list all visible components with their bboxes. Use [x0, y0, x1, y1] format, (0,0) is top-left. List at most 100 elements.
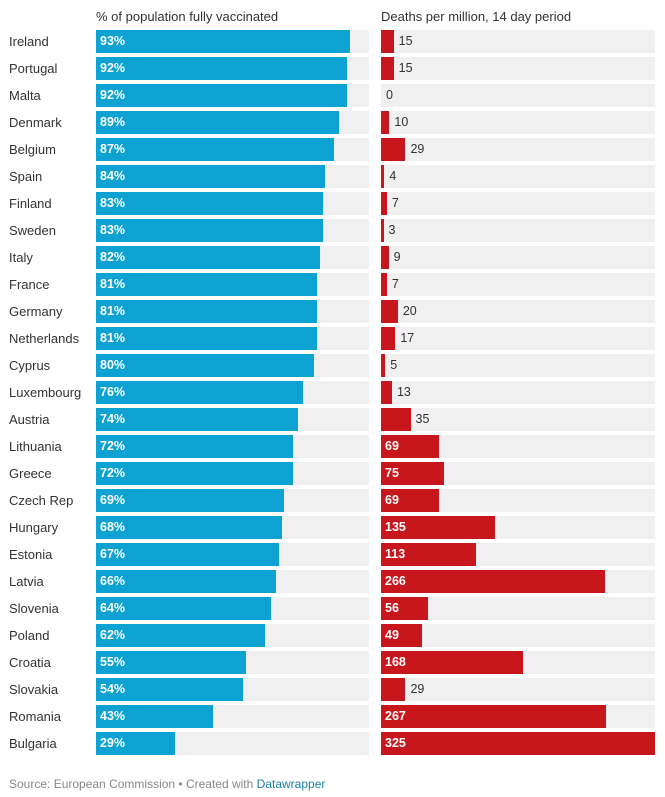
deaths-bar [381, 273, 387, 296]
vaccinated-bar [96, 651, 247, 674]
deaths-track [381, 273, 655, 296]
datawrapper-link[interactable]: Datawrapper [256, 777, 326, 791]
vaccinated-value-label: 74% [100, 412, 126, 426]
vaccinated-bar [96, 327, 318, 350]
country-label: Slovenia [9, 601, 59, 616]
deaths-value-label: 35 [415, 412, 430, 426]
deaths-track [381, 165, 655, 188]
footer: Source: European Commission • Created wi… [9, 777, 325, 791]
deaths-value-label: 69 [385, 439, 399, 453]
vaccinated-value-label: 93% [100, 34, 126, 48]
vaccinated-bar [96, 543, 279, 566]
deaths-track [381, 489, 655, 512]
country-label: Italy [9, 250, 33, 265]
country-label: Slovakia [9, 682, 59, 697]
vaccinated-value-label: 82% [100, 250, 126, 264]
deaths-value-label: 49 [385, 628, 399, 642]
deaths-value-label: 75 [385, 466, 399, 480]
deaths-value-label: 20 [402, 304, 417, 318]
country-label: Czech Rep [9, 493, 74, 508]
deaths-track [381, 624, 655, 647]
deaths-track [381, 57, 655, 80]
vaccinated-value-label: 76% [100, 385, 126, 399]
country-label: Belgium [9, 142, 56, 157]
vaccinated-value-label: 80% [100, 358, 126, 372]
deaths-track [381, 192, 655, 215]
deaths-value-label: 56 [385, 601, 399, 615]
vaccinated-value-label: 67% [100, 547, 126, 561]
country-label: Austria [9, 412, 50, 427]
vaccinated-value-label: 87% [100, 142, 126, 156]
country-label: Netherlands [9, 331, 80, 346]
country-label: Lithuania [9, 439, 62, 454]
vaccinated-value-label: 81% [100, 331, 126, 345]
country-label: Bulgaria [9, 736, 57, 751]
country-label: Romania [9, 709, 62, 724]
deaths-value-label: 0 [386, 88, 393, 102]
country-label: Ireland [9, 34, 49, 49]
vaccinated-bar [96, 381, 304, 404]
vaccinated-value-label: 68% [100, 520, 126, 534]
vaccinated-value-label: 72% [100, 466, 126, 480]
vaccinated-value-label: 64% [100, 601, 126, 615]
deaths-track [381, 84, 655, 107]
vaccinated-value-label: 84% [100, 169, 126, 183]
deaths-track [381, 30, 655, 53]
vaccinated-bar [96, 192, 323, 215]
country-label: Hungary [9, 520, 59, 535]
vaccinated-bar [96, 516, 282, 539]
deaths-value-label: 135 [385, 520, 406, 534]
country-label: Poland [9, 628, 50, 643]
deaths-track [381, 435, 655, 458]
vaccinated-value-label: 81% [100, 304, 126, 318]
deaths-track [381, 408, 655, 431]
vaccinated-value-label: 66% [100, 574, 126, 588]
deaths-value-label: 29 [410, 142, 425, 156]
deaths-value-label: 266 [385, 574, 406, 588]
vaccinated-value-label: 92% [100, 88, 126, 102]
vaccinated-bar [96, 435, 293, 458]
vaccinated-bar [96, 219, 323, 242]
deaths-value-label: 7 [391, 196, 399, 210]
deaths-bar [381, 165, 385, 188]
deaths-bar [381, 246, 389, 269]
deaths-track [381, 138, 655, 161]
deaths-bar [381, 354, 386, 377]
country-label: Malta [9, 88, 41, 103]
deaths-bar [381, 381, 392, 404]
deaths-value-label: 267 [385, 709, 406, 723]
deaths-track [381, 381, 655, 404]
vaccinated-bar [96, 678, 244, 701]
vaccinated-bar [96, 30, 350, 53]
deaths-track [381, 327, 655, 350]
vaccinated-value-label: 69% [100, 493, 126, 507]
vaccinated-bar [96, 705, 214, 728]
country-label: Sweden [9, 223, 56, 238]
vaccinated-value-label: 55% [100, 655, 126, 669]
deaths-bar [381, 732, 655, 755]
deaths-bar [381, 462, 445, 485]
deaths-value-label: 10 [394, 115, 409, 129]
country-label: Cyprus [9, 358, 51, 373]
country-label: Spain [9, 169, 43, 184]
vaccinated-column-header: % of population fully vaccinated [96, 9, 279, 24]
deaths-bar [381, 705, 607, 728]
deaths-bar [381, 327, 396, 350]
vaccinated-value-label: 89% [100, 115, 126, 129]
deaths-bar [381, 30, 394, 53]
vaccinated-bar [96, 57, 348, 80]
deaths-value-label: 168 [385, 655, 406, 669]
vaccinated-value-label: 62% [100, 628, 126, 642]
deaths-value-label: 15 [398, 61, 413, 75]
country-label: Luxembourg [9, 385, 82, 400]
deaths-track [381, 300, 655, 323]
deaths-bar [381, 651, 523, 674]
deaths-value-label: 113 [385, 547, 406, 561]
country-label: Finland [9, 196, 52, 211]
vaccinated-bar [96, 597, 271, 620]
vaccinated-value-label: 81% [100, 277, 126, 291]
vaccinated-bar [96, 300, 318, 323]
vaccinated-bar [96, 570, 277, 593]
vaccinated-bar [96, 408, 299, 431]
